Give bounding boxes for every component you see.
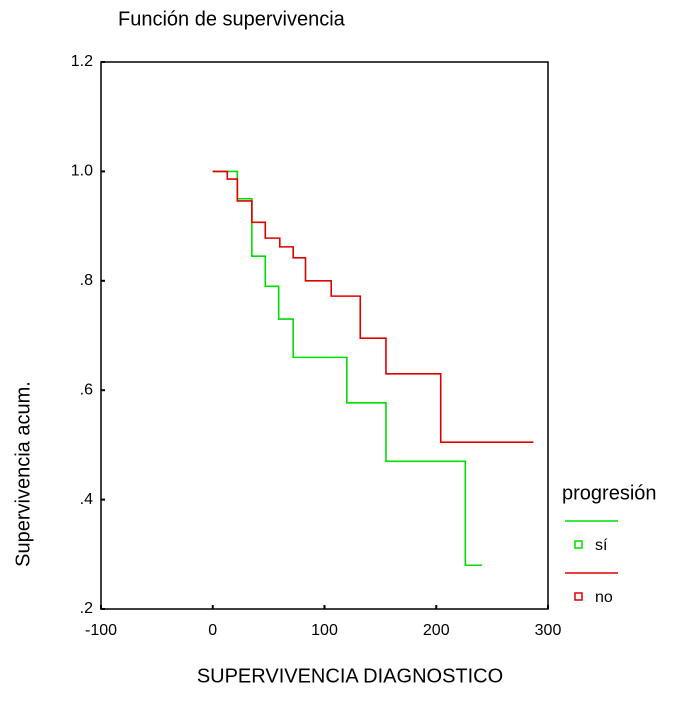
y-tick-label: .4: [80, 491, 93, 508]
x-tick-label: -100: [85, 622, 117, 639]
legend-title: progresión: [562, 482, 657, 504]
legend-label: no: [595, 589, 613, 606]
survival-line: [212, 170, 483, 567]
y-tick-label: .6: [80, 381, 93, 398]
y-tick-label: 1.2: [71, 53, 93, 70]
y-tick-label: .8: [80, 272, 93, 289]
plot-frame: [100, 61, 549, 610]
survival-line: [212, 170, 534, 443]
legend-marker: [574, 540, 583, 549]
x-axis-label: SUPERVIVENCIA DIAGNOSTICO: [197, 665, 503, 687]
x-tick-label: 0: [208, 622, 217, 639]
x-tick-label: 300: [535, 622, 562, 639]
x-tick-label: 100: [311, 622, 338, 639]
chart-title: Función de supervivencia: [118, 8, 346, 30]
x-tick-label: 200: [423, 622, 450, 639]
y-axis-label: Supervivencia acum.: [12, 381, 34, 567]
y-tick-label: .2: [80, 600, 93, 617]
legend-marker: [574, 592, 583, 601]
y-tick-label: 1.0: [71, 163, 93, 180]
legend-label: sí: [595, 537, 608, 554]
